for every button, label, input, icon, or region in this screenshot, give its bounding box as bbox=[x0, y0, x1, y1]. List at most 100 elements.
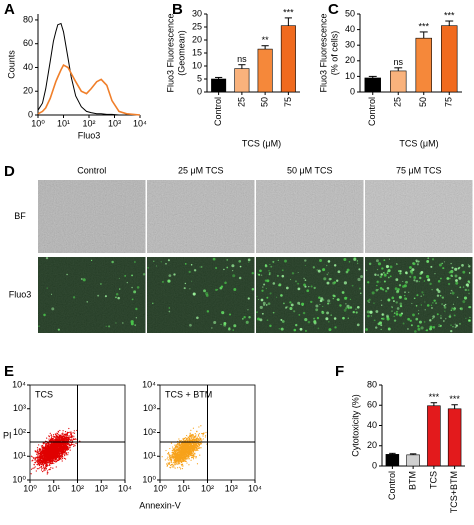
cell-event bbox=[46, 470, 49, 472]
fluorescent-cell bbox=[333, 281, 337, 284]
fluorescent-cell bbox=[247, 309, 249, 311]
x-tick-label: BTM bbox=[408, 471, 418, 490]
fluorescent-cell bbox=[386, 314, 389, 318]
cell-event bbox=[182, 442, 184, 444]
fluorescent-cell bbox=[376, 284, 378, 287]
cell-event bbox=[182, 451, 184, 453]
fluorescent-cell bbox=[200, 266, 203, 268]
cell-event bbox=[50, 454, 53, 456]
cell-event bbox=[54, 436, 56, 438]
fluorescent-cell bbox=[152, 302, 154, 305]
cell-event bbox=[49, 454, 51, 456]
cell-event bbox=[202, 433, 204, 436]
cell-event bbox=[61, 440, 63, 442]
fluorescent-cell bbox=[385, 290, 388, 293]
fluorescent-cell bbox=[450, 329, 453, 333]
cell-event bbox=[67, 439, 69, 441]
fluorescent-cell bbox=[315, 308, 319, 312]
cell-event bbox=[65, 453, 67, 455]
cell-event bbox=[45, 444, 47, 446]
cell-event bbox=[54, 452, 57, 454]
cell-event bbox=[179, 468, 182, 470]
fluorescent-cell bbox=[417, 313, 420, 315]
cell-event bbox=[176, 448, 178, 450]
fluorescent-cell bbox=[349, 306, 353, 309]
cell-event bbox=[63, 454, 65, 456]
cell-event bbox=[40, 463, 42, 465]
fluorescent-cell bbox=[464, 288, 467, 292]
cell-event bbox=[74, 444, 76, 447]
cell-event bbox=[181, 463, 184, 466]
cell-event bbox=[52, 456, 55, 458]
cell-event bbox=[38, 468, 40, 470]
fluorescent-cell bbox=[135, 317, 137, 319]
cell-event bbox=[54, 448, 56, 451]
cell-event bbox=[47, 446, 49, 448]
fluorescent-cell bbox=[232, 274, 236, 278]
cell-event bbox=[182, 443, 184, 445]
fluorescent-cell bbox=[443, 306, 447, 309]
cell-event bbox=[64, 439, 66, 441]
fluorescent-cell bbox=[405, 280, 408, 284]
cell-event bbox=[55, 446, 58, 449]
fluorescent-cell bbox=[226, 266, 229, 269]
cell-event bbox=[48, 443, 50, 445]
fluorescent-cell bbox=[345, 307, 348, 310]
fluorescent-cell bbox=[440, 315, 442, 317]
fluorescent-cell bbox=[424, 309, 426, 311]
cell-event bbox=[60, 449, 62, 452]
fluorescent-cell bbox=[442, 267, 445, 270]
fluorescent-cell bbox=[432, 325, 436, 329]
fluorescent-cell bbox=[325, 317, 329, 321]
cell-event bbox=[43, 466, 45, 468]
cell-event bbox=[183, 445, 185, 447]
fluorescent-cell bbox=[431, 307, 433, 309]
cell-event bbox=[46, 450, 48, 452]
x-tick-label: 10³ bbox=[225, 483, 238, 493]
fluorescent-cell bbox=[399, 313, 403, 317]
cell-event bbox=[43, 461, 45, 463]
fluorescent-cell bbox=[232, 329, 234, 331]
fluorescent-cell bbox=[418, 280, 420, 283]
cell-event bbox=[169, 454, 171, 456]
cell-event bbox=[165, 449, 167, 452]
y-tick-label: 50 bbox=[345, 8, 355, 18]
cell-event bbox=[199, 436, 201, 438]
fluorescent-cell bbox=[281, 269, 284, 272]
cell-event bbox=[190, 437, 192, 439]
fluorescent-cell bbox=[374, 273, 377, 276]
fluorescent-cell bbox=[256, 311, 258, 314]
fluorescent-cell bbox=[352, 310, 355, 314]
fluorescent-cell bbox=[443, 261, 445, 263]
fluorescent-cell bbox=[356, 260, 359, 262]
fluorescent-cell bbox=[343, 258, 347, 262]
cell-event bbox=[188, 458, 190, 460]
cell-event bbox=[198, 439, 201, 441]
fluorescent-cell bbox=[115, 296, 117, 299]
cell-event bbox=[189, 433, 191, 435]
fluorescent-cell bbox=[332, 297, 335, 300]
y-axis-label: Cytotoxicity (%) bbox=[350, 394, 360, 457]
fluorescent-cell bbox=[276, 274, 279, 277]
fluorescent-cell bbox=[459, 323, 461, 325]
fluorescent-cell bbox=[153, 260, 155, 262]
cell-event bbox=[172, 456, 174, 458]
fluorescent-cell bbox=[199, 266, 201, 268]
cell-event bbox=[183, 446, 185, 448]
x-tick-label: 10¹ bbox=[47, 483, 60, 493]
fluorescent-cell bbox=[50, 293, 52, 295]
fluorescent-cell bbox=[392, 300, 395, 303]
cell-event bbox=[48, 438, 50, 440]
cell-event bbox=[72, 432, 74, 434]
significance: *** bbox=[429, 392, 440, 402]
cell-event bbox=[54, 453, 56, 455]
fluorescent-cell bbox=[404, 291, 406, 293]
fluorescent-cell bbox=[190, 264, 193, 266]
y-tick-label: 10² bbox=[143, 427, 156, 437]
fluorescent-cell bbox=[306, 289, 310, 293]
fluorescent-cell bbox=[393, 315, 395, 318]
fluorescent-cell bbox=[281, 320, 285, 323]
image-texture bbox=[147, 180, 255, 253]
fluorescent-cell bbox=[462, 286, 465, 288]
cell-event bbox=[173, 466, 175, 468]
